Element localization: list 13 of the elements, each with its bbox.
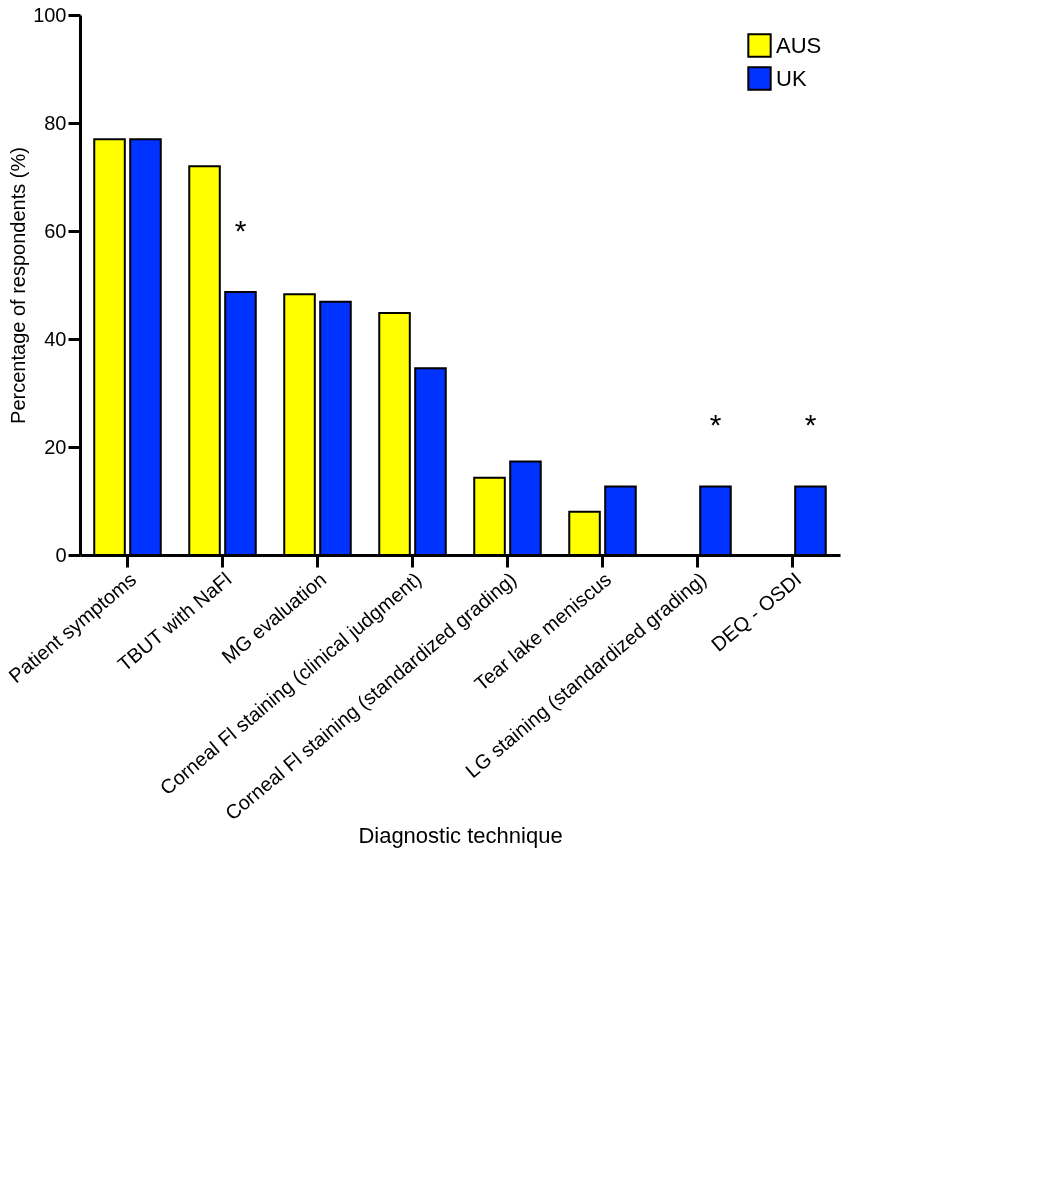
y-tick-label: 80 bbox=[44, 111, 67, 134]
x-axis-title: Diagnostic technique bbox=[358, 822, 563, 848]
y-tick-label: 40 bbox=[44, 327, 67, 350]
legend-label: AUS bbox=[776, 32, 822, 58]
y-tick-label: 60 bbox=[44, 219, 67, 242]
annotation: * bbox=[804, 408, 817, 442]
y-tick-label: 100 bbox=[33, 3, 67, 26]
y-axis-title: Percentage of respondents (%) bbox=[7, 147, 30, 424]
legend-label: UK bbox=[776, 65, 807, 91]
y-tick-label: 0 bbox=[55, 543, 67, 566]
annotation: * bbox=[234, 214, 247, 248]
y-tick-label: 20 bbox=[44, 435, 67, 458]
annotation: * bbox=[709, 408, 722, 442]
